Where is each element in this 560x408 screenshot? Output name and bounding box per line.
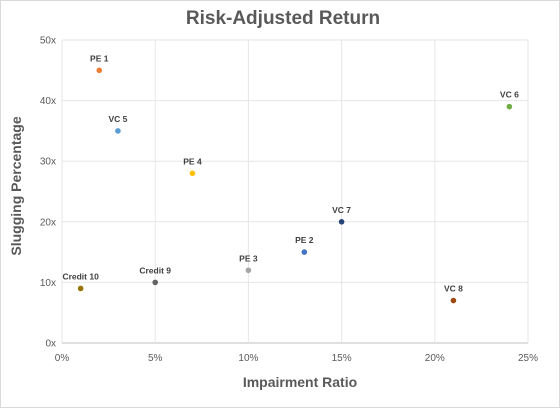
data-label: PE 3 — [239, 253, 258, 263]
y-axis-ticks: 0x 10x 20x 30x 40x 50x — [40, 36, 56, 350]
data-point — [96, 67, 103, 74]
y-tick-label: 40x — [40, 96, 56, 107]
x-tick-label: 25% — [518, 353, 538, 364]
point-labels: PE 1 VC 5 PE 4 VC 6 VC 7 PE 2 PE 3 Credit 9 Cred… — [62, 53, 519, 293]
data-point — [338, 219, 345, 225]
data-label: Credit 10 — [62, 271, 99, 281]
data-label: PE 4 — [183, 156, 202, 166]
data-points — [77, 67, 513, 304]
data-point — [506, 103, 513, 110]
data-point — [152, 279, 158, 286]
y-tick-label: 30x — [40, 157, 56, 168]
y-tick-label: 20x — [40, 217, 56, 228]
data-label: VC 6 — [500, 90, 519, 100]
data-point — [301, 249, 308, 255]
x-tick-label: 20% — [425, 353, 445, 364]
x-axis-title: Impairment Ratio — [243, 374, 357, 390]
y-axis-title: Slugging Percentage — [8, 116, 24, 255]
y-tick-label: 10x — [40, 278, 56, 289]
gridlines — [61, 39, 529, 344]
chart-title: Risk-Adjusted Return — [186, 8, 380, 29]
x-tick-label: 5% — [148, 353, 163, 364]
x-tick-label: 15% — [332, 353, 352, 364]
data-point — [189, 170, 196, 177]
data-label: VC 5 — [108, 114, 127, 124]
data-point — [77, 285, 84, 292]
data-label: Credit 9 — [139, 265, 171, 275]
data-point — [245, 267, 252, 274]
x-tick-label: 10% — [238, 353, 258, 364]
data-label: VC 7 — [332, 205, 351, 215]
data-point — [115, 128, 121, 134]
data-label: VC 8 — [444, 284, 463, 294]
data-point — [450, 297, 457, 304]
x-tick-label: 0% — [55, 353, 70, 364]
y-tick-label: 50x — [40, 36, 56, 47]
data-label: PE 2 — [295, 235, 314, 245]
x-axis-ticks: 0% 5% 10% 15% 20% 25% — [55, 353, 538, 364]
data-label: PE 1 — [90, 53, 109, 63]
y-tick-label: 0x — [45, 339, 56, 350]
